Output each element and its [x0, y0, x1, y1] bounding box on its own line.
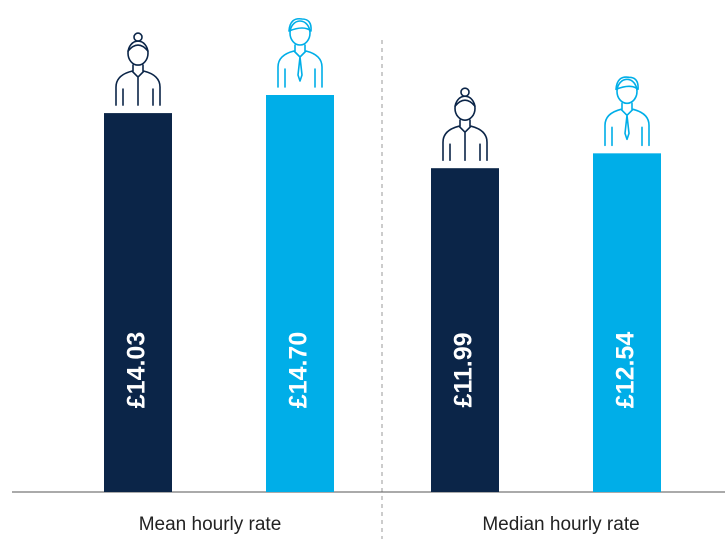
icon-neck: [459, 119, 471, 127]
icon-head: [454, 95, 476, 121]
bar: [593, 153, 661, 492]
icon-head: [289, 20, 311, 46]
woman-icon: [115, 32, 161, 106]
value-label: £11.99: [450, 332, 478, 407]
icon-hair: [127, 44, 149, 52]
man-icon: [277, 17, 323, 88]
value-label: £12.54: [612, 332, 640, 409]
icon-neck: [132, 64, 144, 72]
x-tick-label: Mean hourly rate: [139, 514, 282, 535]
icon-neck: [621, 102, 633, 111]
icon-bun: [133, 32, 143, 42]
icon-hair: [288, 17, 312, 32]
man-icon: [604, 76, 650, 147]
icon-body: [277, 50, 323, 88]
x-tick-label: Median hourly rate: [482, 514, 639, 535]
value-label: £14.03: [123, 332, 151, 408]
icon-hair: [615, 76, 639, 91]
value-label: £14.70: [285, 332, 313, 408]
icon-body: [115, 70, 161, 106]
bar: [266, 95, 334, 492]
bar: [104, 113, 172, 493]
icon-body: [604, 108, 650, 147]
icon-body: [442, 125, 488, 161]
icon-bun: [460, 87, 470, 97]
icon-head: [127, 40, 149, 66]
bar: [431, 168, 499, 493]
icon-hair: [454, 99, 476, 107]
icon-head: [616, 78, 638, 105]
icon-neck: [294, 44, 306, 52]
woman-icon: [442, 87, 488, 161]
